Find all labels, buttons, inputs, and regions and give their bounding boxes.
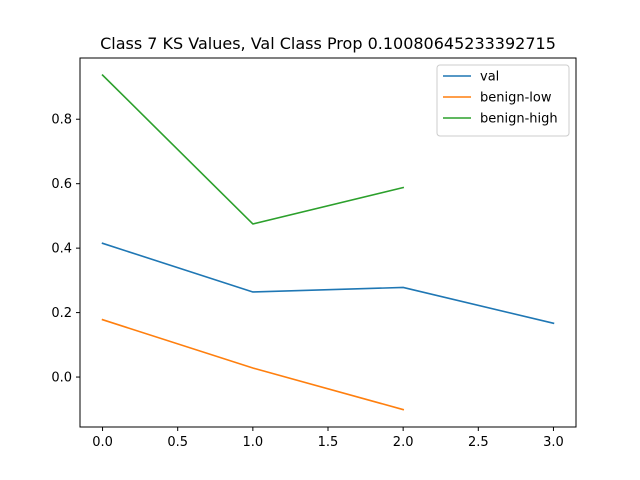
y-tick-label: 0.6 <box>51 177 72 192</box>
legend-label-val: val <box>480 70 499 85</box>
series-line-benign-low <box>101 318 405 411</box>
series-line-benign-high <box>101 73 405 225</box>
x-tick-label: 1.0 <box>243 435 264 450</box>
x-tick-label: 1.5 <box>318 435 339 450</box>
legend-label-benign-high: benign-high <box>480 112 558 127</box>
x-tick-label: 0.0 <box>92 435 113 450</box>
plot-area <box>101 73 555 411</box>
y-tick-label: 0.8 <box>51 113 72 128</box>
axes: 0.0 0.5 1.0 1.5 2.0 2.5 3.0 0.0 0.2 0.4 0.6 0.8 <box>51 113 563 450</box>
x-tick-label: 0.5 <box>167 435 188 450</box>
y-tick-label: 0.4 <box>51 242 72 257</box>
legend: val benign-low benign-high <box>436 64 570 137</box>
x-tick-label: 2.0 <box>393 435 414 450</box>
x-tick-label: 3.0 <box>543 435 564 450</box>
chart-title: Class 7 KS Values, Val Class Prop 0.1008… <box>100 34 556 53</box>
legend-label-benign-low: benign-low <box>480 91 552 106</box>
y-tick-label: 0.0 <box>51 371 72 386</box>
y-tick-label: 0.2 <box>51 306 72 321</box>
x-tick-label: 2.5 <box>468 435 489 450</box>
series-line-val <box>101 242 555 325</box>
